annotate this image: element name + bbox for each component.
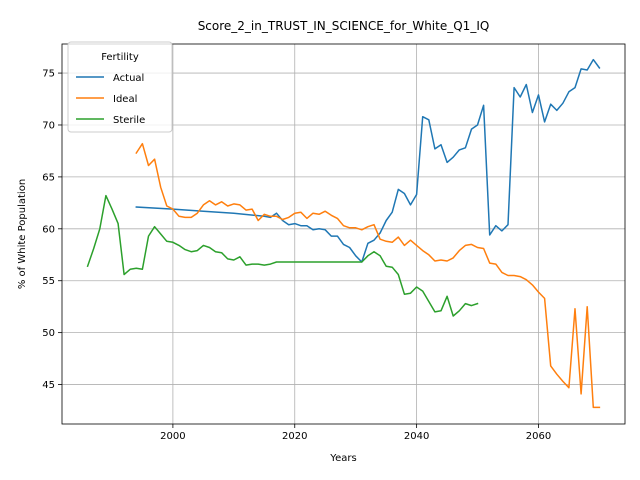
legend-title: Fertility [101,52,139,63]
x-tick-label: 2060 [526,431,551,442]
legend-label-actual: Actual [113,73,144,84]
y-tick-label: 70 [42,120,55,131]
legend-label-ideal: Ideal [113,94,137,105]
legend-label-sterile: Sterile [113,115,145,126]
y-tick-label: 45 [42,380,55,391]
x-tick-label: 2000 [160,431,185,442]
y-tick-label: 55 [42,276,55,287]
y-tick-label: 75 [42,69,55,80]
y-tick-label: 50 [42,328,55,339]
chart-title: Score_2_in_TRUST_IN_SCIENCE_for_White_Q1… [198,19,490,33]
legend: Fertility Actual Ideal Sterile [68,42,172,132]
x-axis-label: Years [329,453,356,464]
x-tick-label: 2040 [404,431,429,442]
y-tick-label: 60 [42,224,55,235]
y-axis-label: % of White Population [17,179,28,289]
y-tick-label: 65 [42,172,55,183]
x-tick-label: 2020 [282,431,307,442]
